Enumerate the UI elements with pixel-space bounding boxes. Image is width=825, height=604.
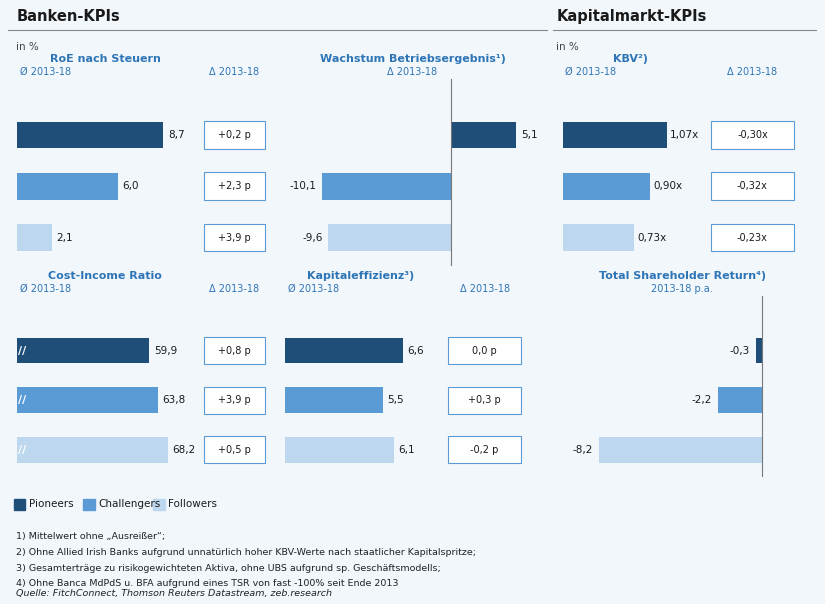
Text: Quelle: FitchConnect, Thomson Reuters Datastream, zeb.research: Quelle: FitchConnect, Thomson Reuters Da… xyxy=(16,589,332,598)
Text: //: // xyxy=(18,445,26,455)
Bar xyxy=(756,338,762,364)
Bar xyxy=(16,121,163,149)
FancyBboxPatch shape xyxy=(711,223,794,251)
Text: Δ 2013-18: Δ 2013-18 xyxy=(388,66,437,77)
Text: -9,6: -9,6 xyxy=(303,233,323,243)
Text: -2,2: -2,2 xyxy=(692,395,712,405)
FancyBboxPatch shape xyxy=(204,223,265,251)
Text: 8,7: 8,7 xyxy=(168,130,185,140)
Text: 2) Ohne Allied Irish Banks aufgrund unnatürlich hoher KBV-Werte nach staatlicher: 2) Ohne Allied Irish Banks aufgrund unna… xyxy=(16,548,476,557)
FancyBboxPatch shape xyxy=(204,437,265,463)
Text: Kapitaleffizienz³): Kapitaleffizienz³) xyxy=(307,271,414,281)
Text: -0,3: -0,3 xyxy=(730,345,750,356)
Text: 2,1: 2,1 xyxy=(56,233,73,243)
FancyBboxPatch shape xyxy=(204,337,265,364)
FancyBboxPatch shape xyxy=(448,437,521,463)
Text: Cost-Income Ratio: Cost-Income Ratio xyxy=(48,271,163,281)
Text: Ø 2013-18: Ø 2013-18 xyxy=(565,66,616,77)
Text: 4) Ohne Banca MdPdS u. BFA aufgrund eines TSR von fast -100% seit Ende 2013: 4) Ohne Banca MdPdS u. BFA aufgrund eine… xyxy=(16,579,398,588)
Text: 63,8: 63,8 xyxy=(163,395,186,405)
Text: Pioneers: Pioneers xyxy=(29,500,73,509)
Text: +0,2 p: +0,2 p xyxy=(218,130,251,140)
Bar xyxy=(285,387,384,413)
Text: 6,6: 6,6 xyxy=(407,345,423,356)
Text: Δ 2013-18: Δ 2013-18 xyxy=(210,66,259,77)
Text: 68,2: 68,2 xyxy=(172,445,196,455)
FancyBboxPatch shape xyxy=(448,387,521,414)
Text: 2013-18 p.a.: 2013-18 p.a. xyxy=(652,284,713,294)
Text: Wachstum Betriebsergebnis¹): Wachstum Betriebsergebnis¹) xyxy=(319,54,506,63)
Bar xyxy=(16,338,149,364)
Text: 59,9: 59,9 xyxy=(153,345,177,356)
FancyBboxPatch shape xyxy=(204,172,265,200)
Text: +0,5 p: +0,5 p xyxy=(218,445,251,455)
Bar xyxy=(322,173,450,199)
FancyBboxPatch shape xyxy=(448,337,521,364)
Text: 5,1: 5,1 xyxy=(521,130,538,140)
Bar xyxy=(563,224,634,251)
Text: -0,23x: -0,23x xyxy=(737,233,768,243)
Text: Ø 2013-18: Ø 2013-18 xyxy=(20,66,71,77)
FancyBboxPatch shape xyxy=(204,387,265,414)
Text: Challengers: Challengers xyxy=(98,500,161,509)
Bar xyxy=(563,121,667,149)
Bar xyxy=(16,387,158,413)
Text: Banken-KPIs: Banken-KPIs xyxy=(16,9,120,24)
Text: -0,2 p: -0,2 p xyxy=(470,445,499,455)
Text: Kapitalmarkt-KPIs: Kapitalmarkt-KPIs xyxy=(556,9,707,24)
Bar xyxy=(285,437,394,463)
Text: 6,1: 6,1 xyxy=(398,445,415,455)
Text: 0,73x: 0,73x xyxy=(637,233,667,243)
Text: 1) Mittelwert ohne „Ausreißer“;: 1) Mittelwert ohne „Ausreißer“; xyxy=(16,532,166,541)
Text: RoE nach Steuern: RoE nach Steuern xyxy=(50,54,161,63)
Bar xyxy=(16,224,52,251)
Text: 0,90x: 0,90x xyxy=(653,181,682,191)
Bar xyxy=(83,499,95,510)
Text: Followers: Followers xyxy=(168,500,217,509)
Text: Total Shareholder Return⁴): Total Shareholder Return⁴) xyxy=(599,271,766,281)
Bar xyxy=(13,499,26,510)
Bar xyxy=(16,437,167,463)
Bar xyxy=(563,173,650,199)
Text: Δ 2013-18: Δ 2013-18 xyxy=(728,66,777,77)
Bar xyxy=(718,387,762,413)
Bar xyxy=(153,499,165,510)
Text: Δ 2013-18: Δ 2013-18 xyxy=(210,284,259,294)
Text: in %: in % xyxy=(16,42,39,51)
Text: 1,07x: 1,07x xyxy=(670,130,700,140)
Text: 6,0: 6,0 xyxy=(122,181,139,191)
Text: -10,1: -10,1 xyxy=(290,181,317,191)
Text: Ø 2013-18: Ø 2013-18 xyxy=(20,284,71,294)
FancyBboxPatch shape xyxy=(711,121,794,149)
FancyBboxPatch shape xyxy=(711,172,794,200)
Bar xyxy=(328,224,450,251)
Text: +0,8 p: +0,8 p xyxy=(218,345,251,356)
Text: +3,9 p: +3,9 p xyxy=(218,395,251,405)
FancyBboxPatch shape xyxy=(204,121,265,149)
Bar xyxy=(16,173,118,199)
Text: Ø 2013-18: Ø 2013-18 xyxy=(288,284,339,294)
Text: 5,5: 5,5 xyxy=(387,395,403,405)
Text: 3) Gesamterträge zu risikogewichteten Aktiva, ohne UBS aufgrund sp. Geschäftsmod: 3) Gesamterträge zu risikogewichteten Ak… xyxy=(16,564,441,573)
Bar xyxy=(450,121,516,149)
Text: +0,3 p: +0,3 p xyxy=(469,395,501,405)
Text: +2,3 p: +2,3 p xyxy=(218,181,251,191)
Text: +3,9 p: +3,9 p xyxy=(218,233,251,243)
Bar xyxy=(285,338,403,364)
Text: -0,32x: -0,32x xyxy=(737,181,768,191)
Text: -0,30x: -0,30x xyxy=(737,130,768,140)
Text: //: // xyxy=(18,395,26,405)
Bar xyxy=(599,437,762,463)
Text: in %: in % xyxy=(556,42,579,51)
Text: -8,2: -8,2 xyxy=(573,445,592,455)
Text: 0,0 p: 0,0 p xyxy=(472,345,497,356)
Text: Δ 2013-18: Δ 2013-18 xyxy=(460,284,510,294)
Text: KBV²): KBV²) xyxy=(613,54,648,63)
Text: //: // xyxy=(18,345,26,356)
